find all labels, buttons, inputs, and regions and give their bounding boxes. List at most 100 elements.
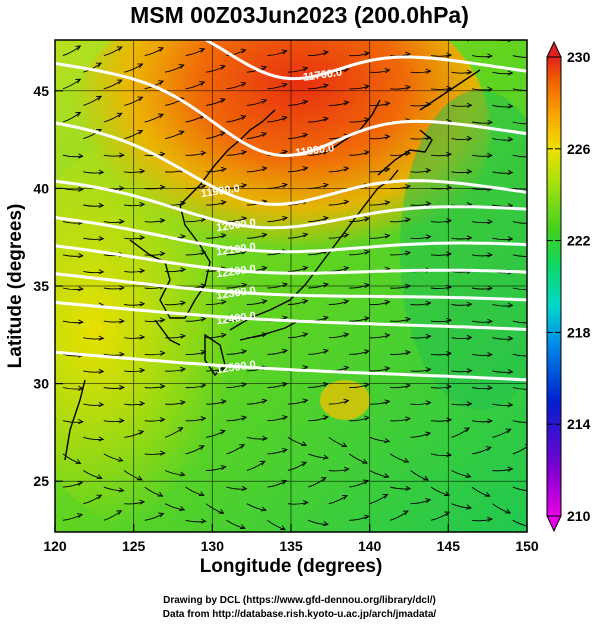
- wind-streamline: [430, 87, 452, 90]
- wind-arrowhead: [364, 382, 370, 388]
- wind-arrowhead: [301, 461, 308, 467]
- wind-streamline: [205, 430, 226, 438]
- wind-streamline: [226, 444, 245, 455]
- wind-arrowhead: [259, 460, 266, 466]
- contour-label: 11900.0: [200, 183, 240, 200]
- wind-arrowhead: [280, 525, 287, 531]
- wind-arrowhead: [466, 301, 473, 307]
- wind-arrowhead: [78, 253, 84, 259]
- wind-arrowhead: [261, 65, 268, 71]
- wind-streamline: [103, 510, 122, 521]
- wind-streamline: [451, 427, 470, 438]
- wind-arrowhead: [98, 202, 105, 209]
- wind-arrowhead: [220, 233, 227, 239]
- wind-arrowhead: [507, 103, 514, 109]
- wind-streamline: [124, 203, 145, 207]
- wind-streamline: [430, 319, 452, 323]
- wind-arrowhead: [282, 282, 289, 288]
- wind-streamline: [144, 252, 165, 256]
- wind-streamline: [492, 237, 513, 241]
- wind-arrowhead: [220, 98, 226, 103]
- wind-arrowhead: [159, 417, 166, 423]
- wind-arrowhead: [78, 186, 84, 192]
- wind-streamline: [430, 453, 452, 457]
- wind-arrowhead: [322, 116, 330, 122]
- wind-arrowhead: [75, 459, 82, 465]
- wind-arrowhead: [487, 152, 493, 159]
- wind-streamline: [512, 387, 527, 390]
- wind-arrowhead: [138, 31, 143, 35]
- wind-streamline: [512, 88, 527, 92]
- wind-streamline: [288, 35, 308, 39]
- wind-arrowhead: [96, 30, 101, 34]
- wind-streamline: [226, 184, 247, 189]
- wind-arrowhead: [465, 504, 472, 510]
- wind-arrowhead: [444, 511, 451, 517]
- wind-streamline: [246, 132, 267, 140]
- wind-arrowhead: [281, 479, 288, 485]
- wind-streamline: [349, 217, 370, 223]
- wind-streamline: [62, 513, 83, 521]
- wind-arrowhead: [139, 235, 146, 241]
- wind-streamline: [165, 368, 186, 372]
- wind-arrowhead: [507, 40, 514, 43]
- wind-streamline: [103, 79, 123, 90]
- wind-arrowhead: [384, 332, 391, 339]
- wind-streamline: [451, 138, 472, 140]
- wind-streamline: [144, 418, 165, 422]
- wind-arrowhead: [341, 442, 348, 448]
- wind-streamline: [165, 131, 185, 140]
- wind-arrowhead: [159, 350, 166, 356]
- wind-streamline: [349, 284, 370, 289]
- wind-streamline: [430, 511, 450, 521]
- wind-streamline: [165, 64, 185, 73]
- wind-arrowhead: [322, 454, 329, 460]
- wind-arrowhead: [322, 149, 329, 155]
- wind-arrowhead: [96, 474, 103, 480]
- wind-arrowhead: [487, 86, 493, 92]
- wind-arrowhead: [159, 151, 166, 157]
- wind-arrowhead: [322, 215, 329, 222]
- wind-arrowhead: [177, 427, 184, 433]
- wind-streamline: [369, 400, 390, 405]
- wind-streamline: [349, 251, 370, 256]
- wind-streamline: [83, 129, 102, 140]
- wind-streamline: [390, 285, 411, 289]
- wind-streamline: [492, 428, 511, 438]
- wind-arrowhead: [180, 366, 187, 372]
- wind-arrowhead: [425, 367, 432, 373]
- wind-arrowhead: [76, 513, 83, 519]
- wind-streamline: [83, 494, 102, 505]
- wind-streamline: [103, 46, 123, 57]
- x-tick-label: 150: [515, 538, 539, 554]
- wind-streamline: [144, 319, 165, 323]
- colorbar-tick-label: 230: [567, 49, 591, 65]
- wind-streamline: [165, 268, 186, 273]
- wind-arrowhead: [446, 350, 453, 357]
- wind-streamline: [144, 219, 165, 223]
- wind-arrowhead: [220, 166, 227, 172]
- wind-streamline: [226, 82, 246, 90]
- wind-arrowhead: [138, 430, 145, 436]
- wind-streamline: [328, 400, 349, 405]
- wind-arrowhead: [507, 402, 514, 408]
- wind-streamline: [349, 151, 370, 156]
- wind-arrowhead: [425, 300, 432, 306]
- colorbar-max-arrow: [546, 40, 562, 58]
- wind-arrowhead: [98, 436, 105, 442]
- wind-arrowhead: [505, 508, 512, 514]
- contour-line: [55, 244, 527, 275]
- wind-streamline: [267, 183, 288, 189]
- wind-arrowhead: [343, 265, 350, 272]
- data-credit: Data from http://database.rish.kyoto-u.a…: [162, 609, 437, 620]
- wind-streamline: [533, 39, 553, 41]
- wind-streamline: [410, 70, 431, 74]
- contour-line: [55, 179, 527, 230]
- wind-streamline: [451, 303, 472, 306]
- wind-arrowhead: [200, 382, 207, 389]
- wind-streamline: [308, 383, 329, 388]
- wind-streamline: [370, 37, 390, 39]
- wind-streamline: [287, 167, 308, 173]
- x-axis-title: Longitude (degrees): [199, 556, 383, 577]
- wind-streamline: [103, 154, 124, 157]
